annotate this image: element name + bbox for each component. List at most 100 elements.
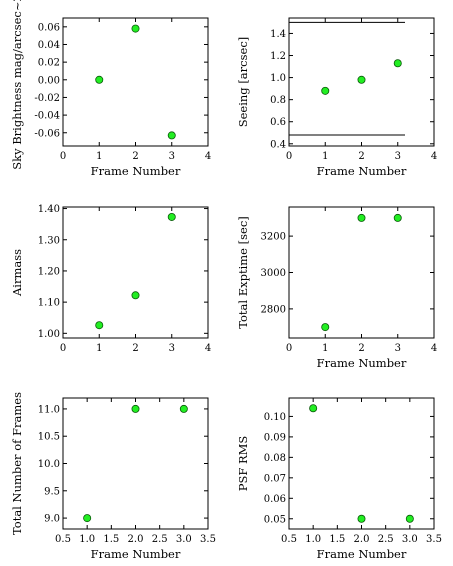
x-axis-label: Frame Number (317, 164, 407, 178)
plot-frame (62, 397, 209, 530)
data-point (95, 321, 104, 330)
y-axis-label: Sky Brightness mag/arcsec~2 (10, 0, 24, 170)
x-tick-label: 3 (169, 343, 175, 354)
data-point (357, 213, 366, 222)
x-tick-label: 0.5 (281, 534, 297, 545)
x-axis-label: Frame Number (317, 356, 407, 370)
y-tick-label: 1.10 (38, 298, 60, 309)
y-axis-label: Total Exptime [sec] (236, 216, 250, 329)
x-tick-label: 3.5 (200, 534, 216, 545)
x-tick-label: 0 (286, 343, 292, 354)
data-point (131, 404, 140, 413)
data-point (167, 131, 176, 140)
chart-panel-1: 0 1 2 3 4 -0.06 -0.04 -0.02 0.00 0.02 0.04 0.06 Fram… (10, 0, 211, 178)
y-tick-label: 3200 (261, 232, 286, 243)
y-tick-label: -0.02 (34, 93, 60, 104)
y-tick-label: 0.07 (264, 473, 286, 484)
y-tick-label: 9.5 (44, 486, 60, 497)
x-tick-label: 3.0 (176, 534, 192, 545)
x-tick-label: 0 (286, 151, 292, 162)
y-axis-label: PSF RMS (236, 436, 250, 492)
x-tick-label: 4 (431, 343, 437, 354)
y-tick-label: 0.00 (38, 75, 60, 86)
plot-frame (288, 397, 435, 530)
data-point (321, 86, 330, 95)
data-point (131, 291, 140, 300)
y-tick-label: 1.30 (38, 235, 60, 246)
x-tick-label: 1.5 (103, 534, 119, 545)
x-tick-label: 0 (60, 343, 66, 354)
x-tick-label: 1 (322, 343, 328, 354)
y-tick-label: 0.08 (264, 453, 286, 464)
data-point (405, 514, 414, 523)
x-tick-label: 1.0 (79, 534, 95, 545)
x-tick-label: 2.0 (354, 534, 370, 545)
chart-panel-6: 0.5 1.0 1.5 2.0 2.5 3.0 3.5 0.05 0.06 0.07 0.08 0.0… (236, 397, 442, 561)
x-tick-label: 4 (205, 151, 211, 162)
x-tick-label: 3.0 (402, 534, 418, 545)
y-axis-label: Total Number of Frames (10, 392, 24, 535)
y-axis-label: Seeing [arcsec] (236, 37, 250, 128)
chart-panel-5: 0.5 1.0 1.5 2.0 2.5 3.0 3.5 9.0 9.5 10.0 10.5 11.0 F… (10, 392, 216, 561)
x-axis-label: Frame Number (91, 164, 181, 178)
x-tick-label: 0 (60, 151, 66, 162)
x-tick-label: 2 (358, 343, 364, 354)
y-tick-label: -0.06 (34, 128, 60, 139)
y-tick-label: 0.8 (270, 95, 286, 106)
x-tick-label: 3 (395, 343, 401, 354)
x-tick-label: 2.0 (128, 534, 144, 545)
x-tick-label: 1 (322, 151, 328, 162)
plot-frame (62, 206, 209, 339)
x-tick-label: 3 (395, 151, 401, 162)
y-tick-label: 0.10 (264, 412, 286, 423)
data-point (167, 212, 176, 221)
y-tick-label: 0.06 (264, 494, 286, 505)
y-tick-label: 10.0 (38, 459, 60, 470)
y-tick-label: 2800 (261, 304, 286, 315)
y-tick-label: 3000 (261, 268, 286, 279)
y-tick-label: 1.0 (270, 73, 286, 84)
x-tick-label: 4 (205, 343, 211, 354)
x-tick-label: 1.5 (329, 534, 345, 545)
data-point (309, 404, 318, 413)
plot-frame (288, 206, 435, 339)
data-point (357, 514, 366, 523)
y-tick-label: 11.0 (38, 404, 60, 415)
x-tick-label: 4 (431, 151, 437, 162)
y-tick-label: 0.06 (38, 22, 60, 33)
y-tick-label: 0.4 (270, 139, 286, 150)
x-tick-label: 2.5 (152, 534, 168, 545)
x-tick-label: 0.5 (55, 534, 71, 545)
x-axis-label: Frame Number (91, 547, 181, 561)
data-point (83, 514, 92, 523)
x-tick-label: 2 (132, 343, 138, 354)
data-point (393, 213, 402, 222)
data-point (131, 24, 140, 33)
x-tick-label: 3.5 (426, 534, 442, 545)
y-axis-label: Airmass (10, 249, 24, 297)
y-tick-label: 1.00 (38, 329, 60, 340)
y-tick-label: 9.0 (44, 514, 60, 525)
plot-frame (62, 17, 209, 147)
x-tick-label: 1 (96, 151, 102, 162)
data-point (393, 59, 402, 68)
y-tick-label: 1.20 (38, 266, 60, 277)
y-tick-label: 10.5 (38, 432, 60, 443)
chart-panel-3: 0 1 2 3 4 1.00 1.10 1.20 1.30 1.40 Airmass (10, 204, 211, 354)
data-point (95, 75, 104, 84)
x-tick-label: 3 (169, 151, 175, 162)
y-tick-label: 1.4 (270, 29, 286, 40)
y-tick-label: 0.05 (264, 514, 286, 525)
x-tick-label: 2.5 (378, 534, 394, 545)
y-tick-label: 0.02 (38, 58, 60, 69)
chart-panel-2: 0 1 2 3 4 0.4 0.6 0.8 1.0 1.2 1.4 Frame Number Seein… (236, 17, 437, 178)
x-tick-label: 2 (132, 151, 138, 162)
y-tick-label: 0.04 (38, 40, 60, 51)
x-tick-label: 1.0 (305, 534, 321, 545)
x-tick-label: 1 (96, 343, 102, 354)
y-tick-label: 1.40 (38, 204, 60, 215)
x-tick-label: 2 (358, 151, 364, 162)
data-point (357, 75, 366, 84)
y-tick-label: 0.6 (270, 117, 286, 128)
